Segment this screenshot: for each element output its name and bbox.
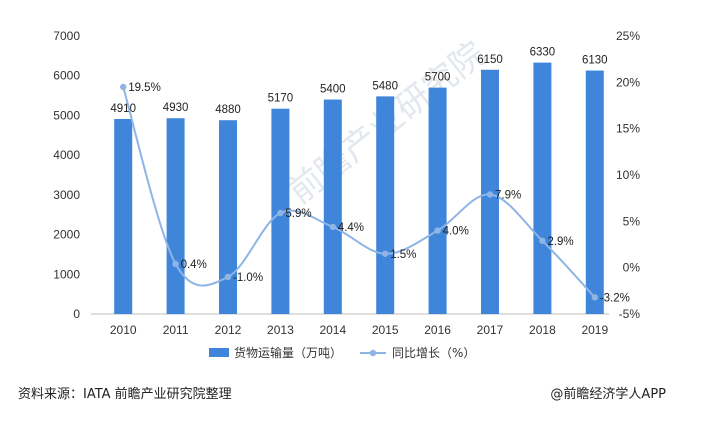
bar-value-label: 5480 <box>372 80 398 92</box>
x-tick-label: 2012 <box>215 323 242 337</box>
left-tick-label: 6000 <box>53 69 80 83</box>
line-value-label: 5.9% <box>285 208 311 220</box>
left-tick-label: 5000 <box>53 108 80 122</box>
line-series <box>120 83 598 301</box>
line-point <box>277 209 284 217</box>
bar-value-label: 4910 <box>110 103 136 115</box>
left-tick-label: 1000 <box>53 267 80 281</box>
line-point <box>172 260 179 268</box>
line-point <box>539 237 546 244</box>
line-value-label: 4.0% <box>443 226 469 238</box>
x-tick-label: 2015 <box>372 323 399 337</box>
bar <box>219 120 237 315</box>
x-axis: 2010 2011 2012 2013 2014 2015 2016 2017 2018 2019 <box>110 323 609 337</box>
right-tick-label: 5% <box>623 214 641 228</box>
bar <box>166 118 185 314</box>
line-value-label: 19.5% <box>128 82 161 94</box>
line-point <box>591 294 598 301</box>
line-point <box>382 250 389 257</box>
legend: 货物运输量（万吨） 同比增长（%） <box>209 345 475 360</box>
bar-value-label: 6330 <box>530 47 556 59</box>
legend-line-label: 同比增长（%） <box>392 346 475 360</box>
x-tick-label: 2010 <box>110 323 137 337</box>
bar-value-label: 5700 <box>425 72 451 84</box>
right-tick-label: 25% <box>616 29 640 43</box>
line-value-label: 1.5% <box>390 249 416 261</box>
bar-labels: 4910 4930 4880 5170 5400 5480 5700 6150 6330 6130 <box>110 47 607 117</box>
right-tick-label: -5% <box>619 307 641 321</box>
x-tick-label: 2019 <box>581 323 608 337</box>
line-value-label: -1.0% <box>233 272 263 284</box>
line-value-label: 2.9% <box>547 236 573 248</box>
line-point <box>486 191 494 198</box>
line-point <box>434 227 441 234</box>
bar <box>585 70 604 315</box>
left-tick-label: 4000 <box>53 148 80 162</box>
line-point <box>329 223 336 231</box>
x-tick-label: 2016 <box>424 323 451 337</box>
legend-bar-swatch <box>209 348 229 357</box>
left-tick-label: 0 <box>73 307 80 321</box>
x-tick-label: 2011 <box>163 323 189 337</box>
bar-value-label: 6130 <box>582 55 608 67</box>
credit-text: @前瞻经济学人APP <box>550 387 666 402</box>
x-tick-label: 2018 <box>529 323 556 337</box>
legend-bar-label: 货物运输量（万吨） <box>234 345 342 360</box>
bar-value-label: 6150 <box>477 54 503 66</box>
right-tick-label: 20% <box>616 75 640 89</box>
bar <box>376 96 395 314</box>
left-tick-label: 2000 <box>53 228 80 242</box>
bar <box>428 87 447 314</box>
line-point <box>120 83 127 91</box>
line-value-label: 0.4% <box>181 259 207 271</box>
line-value-label: 7.9% <box>495 189 521 201</box>
bar-value-label: 5400 <box>320 84 346 96</box>
x-tick-label: 2013 <box>267 323 294 337</box>
right-axis: -5% 0% 5% 10% 15% 20% 25% <box>616 29 640 321</box>
legend-line-marker <box>369 349 377 357</box>
bar-value-label: 5170 <box>268 93 294 105</box>
left-axis: 0 1000 2000 3000 4000 5000 6000 7000 <box>53 29 80 321</box>
source-note: 资料来源：IATA 前瞻产业研究院整理 <box>18 387 232 402</box>
bar <box>323 99 342 315</box>
bar <box>114 119 133 314</box>
right-tick-label: 0% <box>623 261 641 275</box>
bar-value-label: 4930 <box>163 102 189 114</box>
left-tick-label: 7000 <box>53 29 80 43</box>
x-tick-label: 2017 <box>477 323 504 337</box>
right-tick-label: 15% <box>616 122 640 136</box>
bar-value-label: 4880 <box>215 104 241 116</box>
line-value-label: -3.2% <box>600 292 630 304</box>
right-tick-label: 10% <box>616 168 640 182</box>
x-tick-label: 2014 <box>319 323 346 337</box>
line-value-label: 4.4% <box>338 222 364 234</box>
line-labels: 19.5% 0.4% -1.0% 5.9% 4.4% 1.5% 4.0% 7.9% 2.9% -3… <box>128 82 630 304</box>
left-tick-label: 3000 <box>53 188 80 202</box>
bar-series <box>114 62 604 315</box>
line-point <box>224 273 232 281</box>
bar <box>533 62 552 315</box>
